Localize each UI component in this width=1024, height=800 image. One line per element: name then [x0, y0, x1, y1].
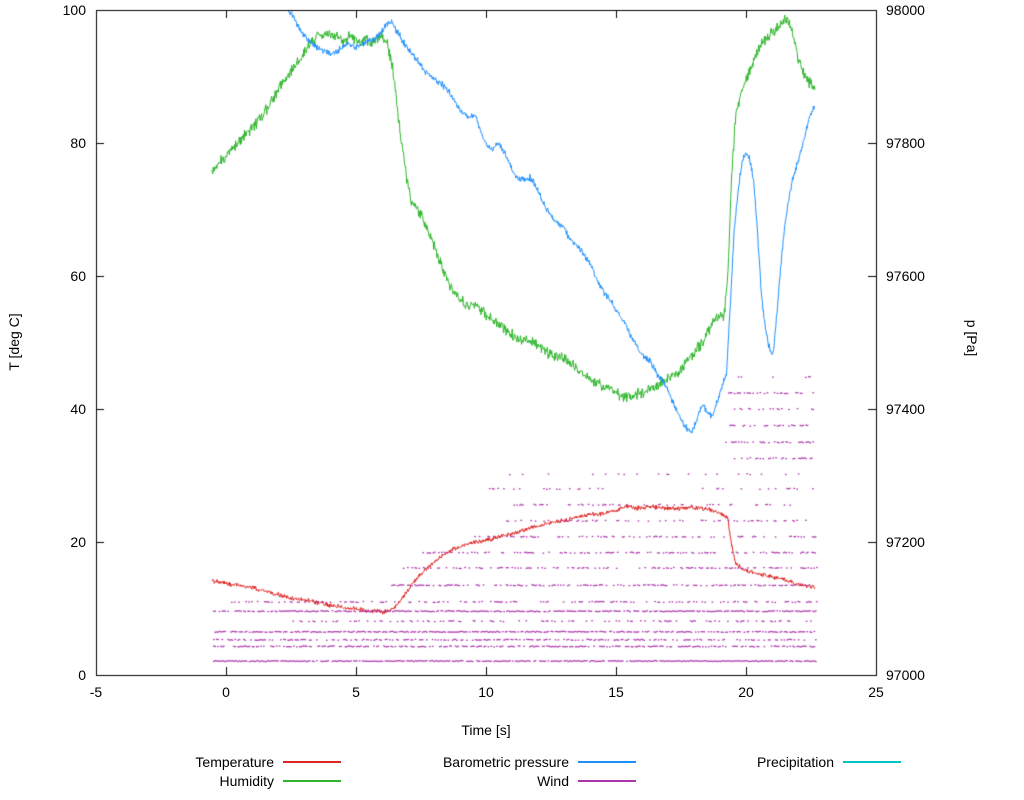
x-tick-label: 5 [352, 684, 360, 700]
legend-line-sample [578, 760, 636, 763]
legend-line-sample [578, 779, 636, 782]
legend: Temperature Barometric pressure Precipitat… [96, 752, 901, 790]
y-right-tick-label: 97200 [886, 534, 925, 550]
y-right-tick-label: 97400 [886, 401, 925, 417]
x-tick-label: 25 [868, 684, 884, 700]
y-left-tick-label: 100 [62, 2, 86, 18]
x-tick-label: 20 [738, 684, 754, 700]
legend-entry-barometric-pressure: Barometric pressure [341, 752, 636, 771]
legend-entry-temperature: Temperature [96, 752, 341, 771]
y-left-tick-label: 60 [70, 268, 86, 284]
x-axis-label: Time [s] [461, 722, 511, 738]
legend-entry-wind: Wind [341, 771, 636, 790]
y-right-tick-label: 97600 [886, 268, 925, 284]
legend-line-sample [843, 760, 901, 763]
x-tick-label: 15 [608, 684, 624, 700]
legend-line-sample [283, 760, 341, 763]
legend-label: Wind [537, 772, 569, 789]
y-left-tick-label: 80 [70, 135, 86, 151]
legend-entry-humidity: Humidity [96, 771, 341, 790]
x-tick-label: 10 [478, 684, 494, 700]
y-left-tick-label: 20 [70, 534, 86, 550]
legend-label: Precipitation [756, 753, 834, 770]
legend-entry-precipitation: Precipitation [636, 752, 901, 771]
x-tick-label: -5 [89, 684, 103, 700]
legend-label: Humidity [219, 772, 274, 789]
y-right-tick-label: 97800 [886, 135, 925, 151]
y-axis-label-left: T [deg C] [6, 313, 22, 371]
y-axis-label-right: p [Pa] [964, 319, 980, 357]
legend-label: Temperature [195, 753, 274, 770]
legend-label: Barometric pressure [442, 753, 569, 770]
x-tick-label: 0 [222, 684, 230, 700]
y-right-tick-label: 97000 [886, 667, 925, 683]
y-left-tick-label: 40 [70, 401, 86, 417]
y-left-tick-label: 0 [78, 667, 86, 683]
legend-line-sample [283, 779, 341, 782]
y-right-tick-label: 98000 [886, 2, 925, 18]
